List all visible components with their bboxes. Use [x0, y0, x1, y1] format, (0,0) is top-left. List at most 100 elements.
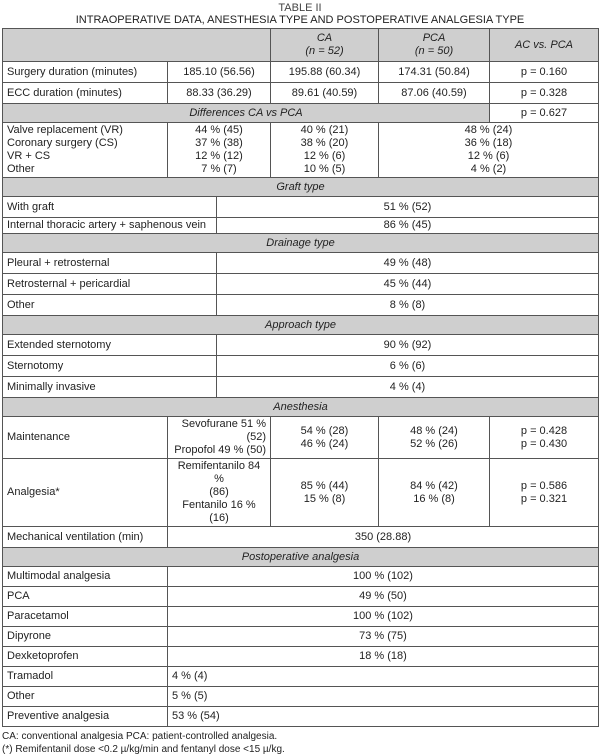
- table-row: Retrosternal + pericardial 45 % (44): [2, 273, 599, 295]
- row-label: Multimodal analgesia: [2, 566, 168, 587]
- table-row: Other 5 % (5): [2, 686, 599, 707]
- table-row: Maintenance Sevofurane 51 % (52) Propofo…: [2, 416, 599, 459]
- row-label: Other: [2, 686, 168, 707]
- row-label: Sternotomy: [2, 355, 217, 377]
- cell: 88.33 (36.29): [167, 82, 271, 104]
- table-row: Extended sternotomy 90 % (92): [2, 334, 599, 356]
- footnote-abbreviations: CA: conventional analgesia PCA: patient-…: [2, 731, 278, 742]
- cell: p = 0.627: [489, 103, 599, 123]
- cell: 100 % (102): [167, 606, 599, 627]
- table-row: Analgesia* Remifentanilo 84 % (86) Fenta…: [2, 458, 599, 527]
- cell: p = 0.586 p = 0.321: [489, 458, 599, 527]
- table-row: Valve replacement (VR) Coronary surgery …: [2, 122, 599, 178]
- section-header: Differences CA vs PCA: [2, 103, 490, 123]
- cell: 73 % (75): [167, 626, 599, 647]
- cell: 49 % (50): [167, 586, 599, 607]
- table-row: Internal thoracic artery + saphenous vei…: [2, 217, 599, 234]
- table-row: Tramadol 4 % (4): [2, 666, 599, 687]
- table-row: Pleural + retrosternal 49 % (48): [2, 252, 599, 274]
- row-label: Preventive analgesia: [2, 706, 168, 727]
- section-row: Anesthesia: [2, 397, 599, 417]
- table-title: TABLE II INTRAOPERATIVE DATA, ANESTHESIA…: [0, 0, 600, 26]
- row-label: Retrosternal + pericardial: [2, 273, 217, 295]
- cell: 53 % (54): [167, 706, 599, 727]
- cell: 84 % (42) 16 % (8): [378, 458, 490, 527]
- cell: p = 0.428 p = 0.430: [489, 416, 599, 459]
- row-label: Analgesia*: [2, 458, 168, 527]
- cell: 5 % (5): [167, 686, 599, 707]
- cell: 45 % (44): [216, 273, 599, 295]
- section-row: Differences CA vs PCA p = 0.627: [2, 103, 599, 123]
- row-label: Extended sternotomy: [2, 334, 217, 356]
- cell: Remifentanilo 84 % (86) Fentanilo 16 % (…: [167, 458, 271, 527]
- cell: 4 % (4): [216, 376, 599, 398]
- cell: 18 % (18): [167, 646, 599, 667]
- table-row: Surgery duration (minutes) 185.10 (56.56…: [2, 61, 599, 83]
- section-header: Postoperative analgesia: [2, 547, 599, 567]
- cell: 85 % (44) 15 % (8): [270, 458, 379, 527]
- section-row: Drainage type: [2, 233, 599, 253]
- section-header: Graft type: [2, 177, 599, 197]
- cell: 87.06 (40.59): [378, 82, 490, 104]
- row-label: Tramadol: [2, 666, 168, 687]
- table-row: Other 8 % (8): [2, 294, 599, 316]
- section-row: Approach type: [2, 315, 599, 335]
- cell: Sevofurane 51 % (52) Propofol 49 % (50): [167, 416, 271, 459]
- table-row: Sternotomy 6 % (6): [2, 355, 599, 377]
- row-label: ECC duration (minutes): [2, 82, 168, 104]
- cell: 8 % (8): [216, 294, 599, 316]
- row-label: Paracetamol: [2, 606, 168, 627]
- cell: 90 % (92): [216, 334, 599, 356]
- table-number: TABLE II: [278, 2, 322, 14]
- section-header: Approach type: [2, 315, 599, 335]
- data-table: CA (n = 52) PCA (n = 50) AC vs. PCA Surg…: [2, 28, 599, 727]
- cell: 48 % (24) 52 % (26): [378, 416, 490, 459]
- header-pca: PCA (n = 50): [378, 28, 490, 62]
- header-compare: AC vs. PCA: [489, 28, 599, 62]
- cell: p = 0.160: [489, 61, 599, 83]
- cell: 185.10 (56.56): [167, 61, 271, 83]
- table-row: PCA 49 % (50): [2, 586, 599, 607]
- cell: 4 % (4): [167, 666, 599, 687]
- header-empty: [2, 28, 271, 62]
- row-label: Pleural + retrosternal: [2, 252, 217, 274]
- row-label: Dexketoprofen: [2, 646, 168, 667]
- cell: 49 % (48): [216, 252, 599, 274]
- footnotes: CA: conventional analgesia PCA: patient-…: [2, 730, 600, 756]
- table-row: Preventive analgesia 53 % (54): [2, 706, 599, 727]
- table-row: Dexketoprofen 18 % (18): [2, 646, 599, 667]
- footnote-dose: (*) Remifentanil dose <0.2 µ/kg/min and …: [2, 744, 285, 755]
- table-row: With graft 51 % (52): [2, 196, 599, 218]
- section-header: Drainage type: [2, 233, 599, 253]
- cell: 54 % (28) 46 % (24): [270, 416, 379, 459]
- cell: 100 % (102): [167, 566, 599, 587]
- row-label: Internal thoracic artery + saphenous vei…: [2, 217, 217, 234]
- cell: 174.31 (50.84): [378, 61, 490, 83]
- cell: 89.61 (40.59): [270, 82, 379, 104]
- row-label: Other: [2, 294, 217, 316]
- table-row: Mechanical ventilation (min) 350 (28.88): [2, 526, 599, 548]
- section-row: Postoperative analgesia: [2, 547, 599, 567]
- row-label: PCA: [2, 586, 168, 607]
- table-row: ECC duration (minutes) 88.33 (36.29) 89.…: [2, 82, 599, 104]
- row-label: Mechanical ventilation (min): [2, 526, 168, 548]
- cell: 86 % (45): [216, 217, 599, 234]
- section-header: Anesthesia: [2, 397, 599, 417]
- table-row: Dipyrone 73 % (75): [2, 626, 599, 647]
- cell: 6 % (6): [216, 355, 599, 377]
- table-row: Minimally invasive 4 % (4): [2, 376, 599, 398]
- cell: 48 % (24) 36 % (18) 12 % (6) 4 % (2): [378, 122, 599, 178]
- cell: 51 % (52): [216, 196, 599, 218]
- header-row: CA (n = 52) PCA (n = 50) AC vs. PCA: [2, 28, 599, 62]
- cell: 40 % (21) 38 % (20) 12 % (6) 10 % (5): [270, 122, 379, 178]
- row-label: With graft: [2, 196, 217, 218]
- row-label: Surgery duration (minutes): [2, 61, 168, 83]
- table-row: Multimodal analgesia 100 % (102): [2, 566, 599, 587]
- row-label: Dipyrone: [2, 626, 168, 647]
- table-caption: INTRAOPERATIVE DATA, ANESTHESIA TYPE AND…: [75, 14, 525, 26]
- section-row: Graft type: [2, 177, 599, 197]
- row-label: Valve replacement (VR) Coronary surgery …: [2, 122, 168, 178]
- cell: 44 % (45) 37 % (38) 12 % (12) 7 % (7): [167, 122, 271, 178]
- cell: p = 0.328: [489, 82, 599, 104]
- cell: 195.88 (60.34): [270, 61, 379, 83]
